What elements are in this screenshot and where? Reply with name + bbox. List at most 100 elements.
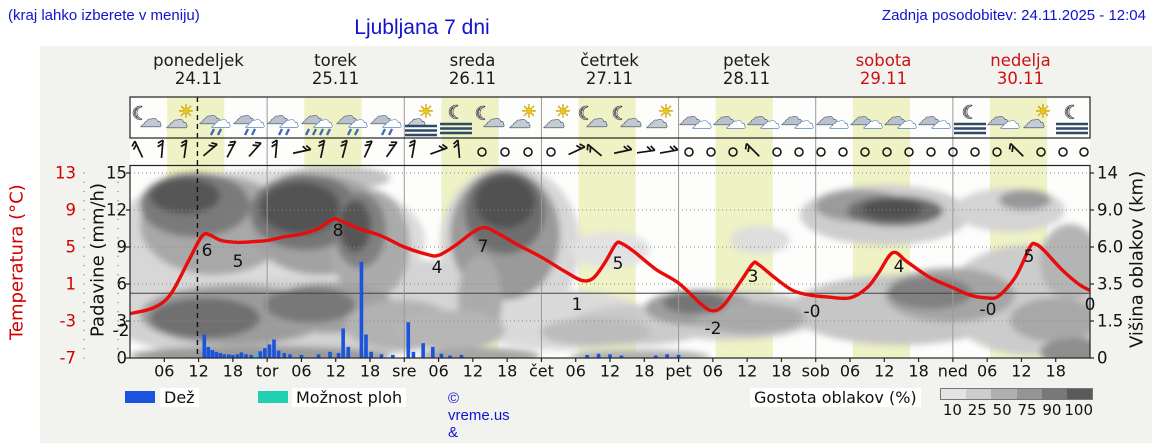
minor-tick-dot [117,320,119,322]
wind-barb-flag [318,139,325,144]
showers-legend-label: Možnost ploh [292,388,407,407]
wind-barb-flag [254,141,262,144]
weather-icon-moon-cloud: ☾☁ [474,103,505,133]
x-tick-label: 18 [497,362,517,381]
cloud-height-tick-label: 0 [1097,349,1108,368]
cloud-height-tick-label: 6.0 [1097,238,1123,257]
weather-icon-cloud: ☁☁ [883,105,917,134]
weather-icon-moon-cloud: ☾☁ [577,103,608,133]
copyright-link[interactable]: © vreme.us & vreme.pro [448,390,516,443]
temperature-value-label: -2 [113,321,130,341]
minor-tick-dot [117,338,119,341]
rain-bar [210,349,215,358]
cloud-glyph: ☁ [509,109,531,134]
wind-calm-circle [838,147,848,157]
x-tick-label: 12 [874,362,894,381]
weather-icon-cloud: ☁☁ [815,105,849,134]
x-tick-label: 12 [188,362,208,381]
rain-bar [244,354,248,358]
wind-barb-flag [317,143,325,148]
wind-calm-circle [1036,147,1046,157]
cloud-glyph: ☁ [781,106,803,131]
x-tick-label: 12 [600,362,620,381]
cloud-scale-label: 90 [1042,401,1062,419]
x-tick-label: 18 [908,362,928,381]
rain-bar [214,351,219,358]
shower-bar [255,354,259,358]
minor-tick-dot [117,301,119,304]
minor-tick-dot [117,227,119,230]
wind-calm-circle [816,147,826,157]
minor-tick-dot [83,347,85,350]
wind-barb-shaft [745,142,760,157]
minor-tick-dot [117,329,119,332]
minor-tick-dot [83,301,85,304]
wind-barb-shaft [319,140,326,159]
minor-tick-dot [117,172,119,174]
rain-drop [277,128,284,136]
rain-bar [336,353,341,358]
temperature-tick-label: 5 [66,238,77,257]
weather-icon-moon-cloud: ☾☁ [131,103,162,133]
cloud-glyph: ☁ [747,106,769,131]
cloud-glyph: ☁ [692,109,712,133]
minor-tick-dot [83,236,85,239]
x-tick-label: 06 [566,362,586,381]
wind-barb-flag [180,142,187,148]
minor-tick-dot [117,218,119,221]
cloud-height-tick-label: 9.0 [1097,201,1123,220]
cloud-scale-segment [1066,389,1093,399]
rain-bar [421,343,425,358]
wind-barb-shaft [341,140,348,159]
rain-drop [209,128,216,136]
rain-drop [346,128,353,136]
rain-bar [202,334,207,358]
x-tick-label: čet [529,362,554,381]
cloud-glyph: ☁ [918,106,940,131]
wind-calm-circle [728,147,738,157]
cloud-density-scalebar [940,388,1093,400]
cloud-glyph: ☁ [543,109,565,134]
precipitation-tick-label: 12 [106,201,127,220]
wind-barbs-row [131,139,1089,159]
x-tick-label: 06 [840,362,860,381]
rain-drop [325,128,332,136]
rain-bar [272,339,276,358]
temperature-value-label: 5 [613,254,624,274]
rain-drop [380,128,387,136]
wind-barb-shaft [411,140,416,159]
wind-barb-flag [211,142,218,146]
x-tick-label: sre [392,362,416,381]
rain-bar [276,350,281,358]
day-header: nedelja 30.11 [990,51,1051,88]
temperature-tick-label: -7 [60,349,76,368]
wind-calm-circle [948,147,958,157]
weather-icon-sun-cloud: ☀☁ [542,101,571,134]
minor-tick-dot [117,236,119,239]
cloud-height-tick-label: 3.5 [1097,275,1123,294]
wind-barb-shaft [457,139,461,159]
wind-calm-circle [904,147,914,157]
temperature-tick-label: 1 [66,275,77,294]
cloud-glyph: ☁ [931,109,951,133]
rain-bar [608,354,612,358]
cloud-glyph: ☁ [726,109,746,133]
rain-bar [346,346,351,358]
minor-tick-dot [117,246,119,248]
minor-tick-dot [117,264,119,267]
cloud-density-legend-label: Gostota oblakov (%) [750,388,921,407]
x-tick-label: 18 [1046,362,1066,381]
wind-calm-circle [706,147,716,157]
rain-bar [364,334,368,358]
rain-legend-label: Dež [160,388,199,407]
rain-bar [359,261,364,358]
x-tick-label: 06 [977,362,997,381]
cloud-glyph: ☁ [267,105,289,130]
cloud-glyph: ☁ [245,108,265,132]
wind-calm-circle [926,147,936,157]
day-header: ponedeljek 24.11 [153,51,244,88]
wind-barb-shaft [183,139,188,159]
rain-drop [284,128,291,136]
weather-icon-sun-cloud: ☀☁ [1022,101,1051,134]
